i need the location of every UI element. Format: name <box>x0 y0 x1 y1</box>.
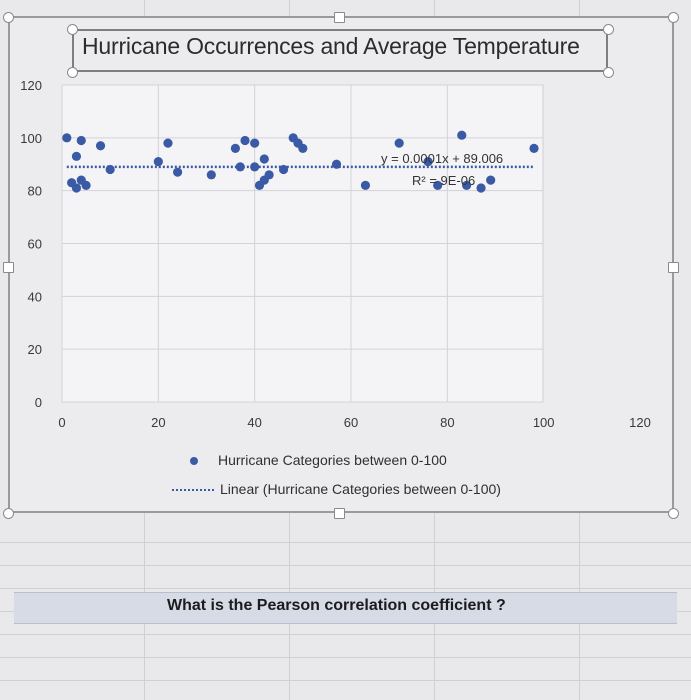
data-point <box>173 167 183 177</box>
chart-resize-handle-bottom[interactable] <box>334 508 345 519</box>
x-axis-ticks: 0 20 40 60 80 100 120 <box>58 415 650 430</box>
title-handle-bottom-right[interactable] <box>603 67 614 78</box>
title-handle-top-right[interactable] <box>603 24 614 35</box>
chart-resize-handle-top-right[interactable] <box>668 12 679 23</box>
data-point <box>105 164 115 175</box>
chart-resize-handle-top-left[interactable] <box>3 12 14 23</box>
y-tick-label: 40 <box>28 289 42 304</box>
data-point <box>206 170 216 180</box>
x-tick-label: 40 <box>247 415 261 430</box>
y-tick-label: 80 <box>28 184 42 199</box>
data-point <box>153 157 163 167</box>
data-point <box>71 183 82 193</box>
data-point <box>71 151 82 161</box>
data-point <box>230 143 240 153</box>
question-row <box>14 592 677 624</box>
x-tick-label: 120 <box>629 415 651 430</box>
x-tick-label: 100 <box>533 415 555 430</box>
data-point <box>423 157 433 167</box>
y-tick-label: 60 <box>28 237 42 252</box>
data-point <box>457 130 467 140</box>
data-point <box>259 154 269 164</box>
legend-marker-dotted-line <box>172 489 214 492</box>
data-point <box>298 143 308 153</box>
y-tick-label: 100 <box>20 131 42 146</box>
chart-resize-handle-bottom-right[interactable] <box>668 508 679 519</box>
title-handle-bottom-left[interactable] <box>67 67 78 78</box>
data-points <box>62 130 539 193</box>
legend-trendline: Linear (Hurricane Categories between 0-1… <box>172 481 501 497</box>
legend-marker-dot <box>190 457 198 466</box>
chart-resize-handle-top[interactable] <box>334 12 345 23</box>
data-point <box>529 143 539 153</box>
y-axis-ticks: 0 20 40 60 80 100 120 <box>20 78 42 410</box>
legend-trendline-label: Linear (Hurricane Categories between 0-1… <box>220 481 501 497</box>
data-point <box>62 133 72 143</box>
y-tick-label: 120 <box>20 78 42 93</box>
title-handle-top-left[interactable] <box>67 24 78 35</box>
data-point <box>278 164 289 175</box>
data-point <box>95 141 106 151</box>
legend-series: Hurricane Categories between 0-100 <box>190 452 447 468</box>
data-point <box>163 138 173 148</box>
data-point <box>76 135 86 146</box>
data-point <box>476 183 486 193</box>
trendline-label: y = 0.0001x + 89.006 R² = 9E-06 <box>381 151 503 188</box>
data-point <box>433 180 443 190</box>
chart-resize-handle-bottom-left[interactable] <box>3 508 14 519</box>
data-point <box>240 135 250 146</box>
trendline-r-squared: R² = 9E-06 <box>412 173 475 188</box>
chart-title: Hurricane Occurrences and Average Temper… <box>82 33 580 59</box>
data-point <box>331 159 342 169</box>
chart-resize-handle-left[interactable] <box>3 262 14 273</box>
data-point <box>250 162 260 172</box>
data-point <box>462 180 472 190</box>
x-tick-label: 80 <box>440 415 454 430</box>
x-tick-label: 20 <box>151 415 165 430</box>
data-point <box>81 180 91 190</box>
legend-series-label: Hurricane Categories between 0-100 <box>218 452 447 468</box>
data-point <box>360 180 371 190</box>
gridlines <box>61 84 543 403</box>
data-point <box>394 138 404 148</box>
data-point <box>250 138 260 148</box>
data-point <box>235 162 245 172</box>
y-tick-label: 20 <box>28 342 42 357</box>
x-tick-label: 0 <box>58 415 65 430</box>
question-text: What is the Pearson correlation coeffici… <box>167 597 506 614</box>
x-tick-label: 60 <box>344 415 358 430</box>
chart-resize-handle-right[interactable] <box>668 262 679 273</box>
data-point <box>486 175 496 185</box>
data-point <box>254 180 265 190</box>
trendline-equation: y = 0.0001x + 89.006 <box>381 151 503 166</box>
y-tick-label: 0 <box>35 395 42 410</box>
chart-title-box[interactable] <box>72 29 608 72</box>
